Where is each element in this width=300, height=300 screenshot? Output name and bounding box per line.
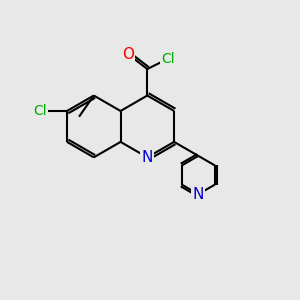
Text: Cl: Cl <box>34 104 47 118</box>
Text: Cl: Cl <box>161 52 175 66</box>
Text: N: N <box>193 187 204 202</box>
Text: N: N <box>142 150 153 165</box>
Text: O: O <box>122 47 134 62</box>
